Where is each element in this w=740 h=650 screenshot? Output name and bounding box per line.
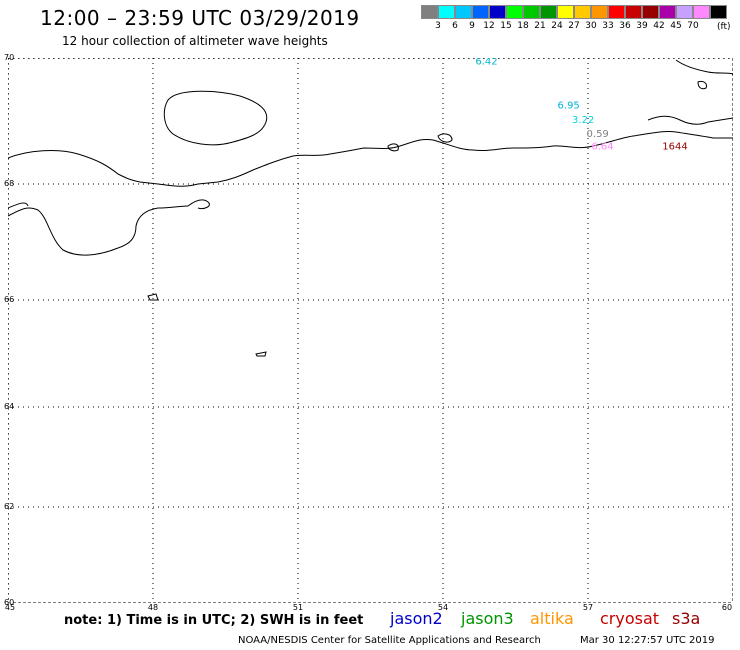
longitude-tick-label: 48 (147, 603, 159, 612)
legend-swatch (421, 5, 438, 19)
northern-islands (697, 81, 707, 90)
satellite-name: altika (530, 609, 574, 628)
longitude-tick-label: 51 (292, 603, 304, 612)
latitude-tick-label: 62 (4, 502, 15, 511)
legend-label: 21 (534, 21, 546, 31)
map-frame (8, 58, 733, 603)
longitude-tick-label: 60 (721, 603, 733, 612)
legend-label: 39 (636, 21, 648, 31)
small-island-1 (147, 293, 159, 301)
credit-timestamp: Mar 30 12:27:57 UTC 2019 (580, 635, 715, 646)
legend-label: 36 (619, 21, 631, 31)
legend-label: 24 (551, 21, 563, 31)
legend-labels: 3 6 9 12 15 18 21 24 27 30 33 36 39 42 45 70 (421, 19, 727, 33)
legend-swatch (557, 5, 574, 19)
small-island-3 (437, 133, 453, 143)
legend-swatch (540, 5, 557, 19)
latitude-tick-label: 66 (4, 295, 15, 304)
small-island-2 (255, 351, 267, 357)
wave-height-label: 1644 (662, 141, 687, 152)
satellite-name: jason2 (390, 609, 443, 628)
legend-swatch (506, 5, 523, 19)
wave-height-label: 6.64 (591, 141, 613, 152)
footer-note: note: 1) Time is in UTC; 2) SWH is in fe… (64, 613, 364, 628)
legend-swatch (659, 5, 676, 19)
legend-swatch (472, 5, 489, 19)
wave-height-label: 6.42 (475, 58, 497, 67)
credit: NOAA/NESDIS Center for Satellite Applica… (238, 635, 541, 646)
eastern-coastline (647, 115, 733, 125)
legend-swatch (608, 5, 625, 19)
legend-label: 12 (483, 21, 495, 31)
satellite-name: s3a (672, 609, 701, 628)
legend-label: 27 (568, 21, 580, 31)
northern-coastline (675, 59, 733, 75)
color-legend: 3 6 9 12 15 18 21 24 27 30 33 36 39 42 45 70 (ft) (421, 5, 731, 33)
longitude-tick-label: 45 (4, 603, 16, 612)
legend-swatch (523, 5, 540, 19)
legend-label: 6 (452, 21, 458, 31)
map-subtitle: 12 hour collection of altimeter wave hei… (62, 34, 328, 48)
wave-labels: 6.42 6.95 3.22 0.596.64 1644 (475, 58, 687, 152)
wave-height-map: 6.42 6.95 3.22 0.596.64 1644 (8, 58, 733, 603)
legend-swatch (438, 5, 455, 19)
legend-label: 30 (585, 21, 597, 31)
legend-swatch (676, 5, 693, 19)
legend-label: 15 (500, 21, 512, 31)
latitude-tick-label: 68 (4, 179, 15, 188)
coastline (8, 59, 733, 357)
legend-unit: (ft) (717, 22, 731, 32)
legend-swatch (625, 5, 642, 19)
legend-label: 33 (602, 21, 614, 31)
longitude-tick-label: 54 (437, 603, 449, 612)
legend-swatch (642, 5, 659, 19)
western-coastline (8, 202, 29, 209)
inlet-coastline (187, 199, 210, 209)
legend-label: 3 (435, 21, 441, 31)
satellite-name: jason3 (461, 609, 514, 628)
legend-label: 18 (517, 21, 529, 31)
legend-swatch (574, 5, 591, 19)
map-title: 12:00 – 23:59 UTC 03/29/2019 (40, 6, 360, 30)
legend-swatch (710, 5, 727, 19)
legend-label: 42 (653, 21, 665, 31)
latitude-tick-label: 60 (4, 598, 15, 607)
legend-swatch (591, 5, 608, 19)
legend-label: 70 (687, 21, 699, 31)
longitude-tick-label: 57 (582, 603, 594, 612)
legend-swatch (455, 5, 472, 19)
legend-swatches (421, 5, 727, 19)
mainland-coastline (8, 131, 733, 187)
small-island-4 (387, 143, 399, 152)
legend-swatch (693, 5, 710, 19)
latitude-tick-label: 64 (4, 402, 15, 411)
legend-label: 9 (469, 21, 475, 31)
satellite-name: cryosat (600, 609, 660, 628)
wave-height-label: 6.95 (558, 100, 580, 111)
wave-height-label: 3.22 (572, 115, 594, 126)
island-coastline (163, 90, 268, 146)
bay-coastline (8, 205, 189, 256)
wave-height-label: 0.59 (587, 129, 609, 140)
legend-label: 45 (670, 21, 682, 31)
legend-swatch (489, 5, 506, 19)
map-gridlines (8, 58, 733, 603)
latitude-tick-label: 70 (4, 53, 15, 62)
